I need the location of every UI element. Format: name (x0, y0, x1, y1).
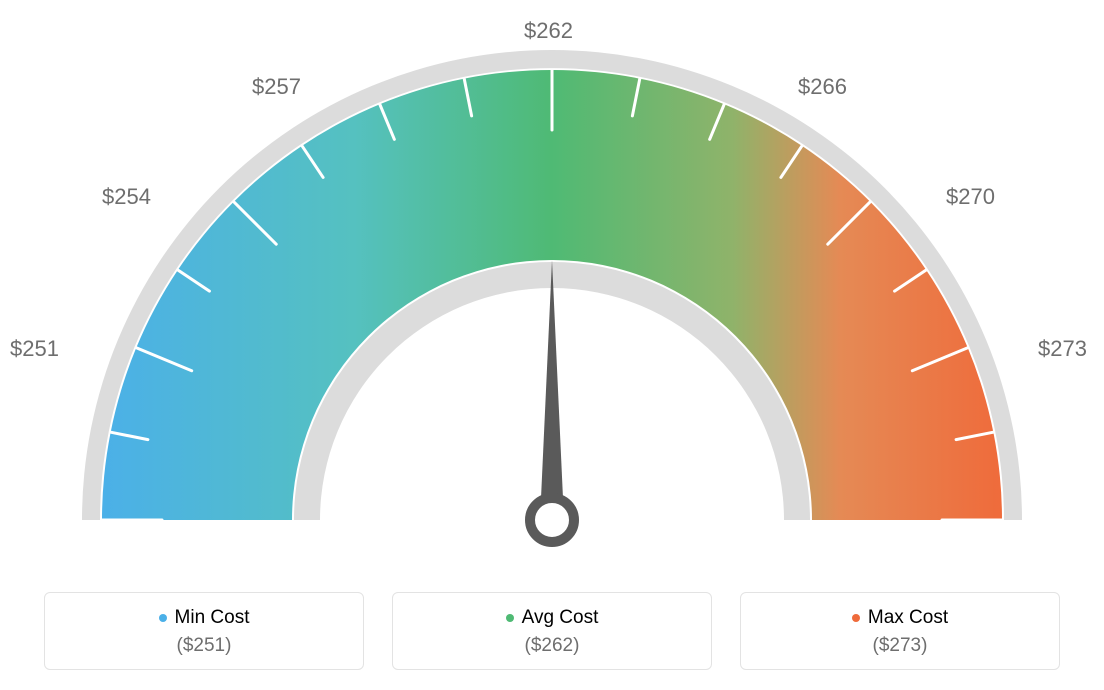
legend-card-max: Max Cost ($273) (740, 592, 1060, 670)
legend-label-max: Max Cost (852, 607, 948, 629)
gauge-tick-label: $266 (798, 74, 847, 100)
gauge-tick-label: $270 (946, 184, 995, 210)
legend-value-min: ($251) (55, 635, 353, 657)
legend-text-min: Min Cost (175, 607, 250, 629)
gauge-tick-label: $262 (524, 18, 573, 44)
legend-dot-max (852, 614, 860, 622)
legend-card-avg: Avg Cost ($262) (392, 592, 712, 670)
gauge-tick-label: $254 (102, 184, 151, 210)
cost-gauge: $251 $254 $257 $262 $266 $270 $273 (0, 0, 1104, 560)
gauge-tick-label: $273 (1038, 336, 1087, 362)
legend-value-avg: ($262) (403, 635, 701, 657)
legend-text-max: Max Cost (868, 607, 948, 629)
gauge-tick-label: $251 (10, 336, 59, 362)
legend-label-avg: Avg Cost (506, 607, 599, 629)
legend-value-max: ($273) (751, 635, 1049, 657)
legend-card-min: Min Cost ($251) (44, 592, 364, 670)
legend-label-min: Min Cost (159, 607, 250, 629)
legend-dot-avg (506, 614, 514, 622)
legend-row: Min Cost ($251) Avg Cost ($262) Max Cost… (0, 592, 1104, 670)
legend-text-avg: Avg Cost (522, 607, 599, 629)
legend-dot-min (159, 614, 167, 622)
gauge-tick-label: $257 (252, 74, 301, 100)
gauge-svg (0, 0, 1104, 560)
